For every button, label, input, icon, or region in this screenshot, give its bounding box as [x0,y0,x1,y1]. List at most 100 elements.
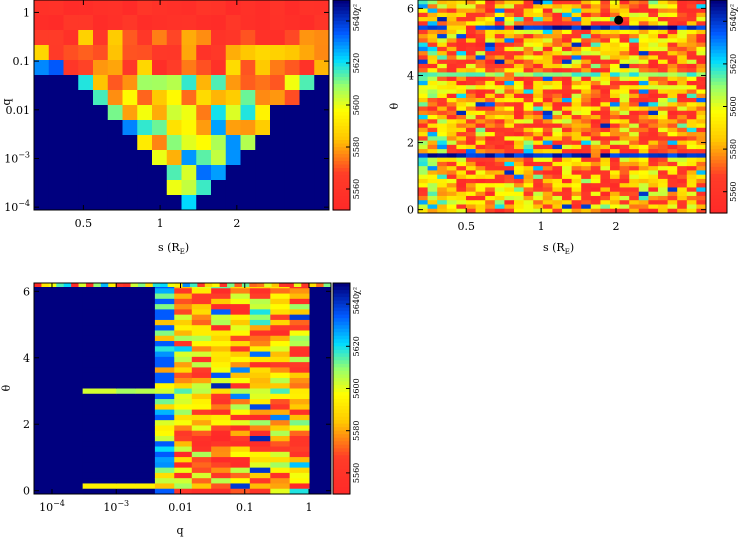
heatmap-cell [135,325,156,331]
heatmap-cell [82,362,117,368]
colorbar-swatch [710,63,727,69]
heatmap-cell [446,46,457,52]
heatmap-cell [552,51,563,56]
heatmap-cell [696,76,707,82]
heatmap-cell [116,288,137,295]
heatmap-cell [686,161,697,167]
heatmap-cell [211,90,227,106]
heatmap-cell [638,46,649,52]
heatmap-cell [504,85,515,90]
heatmap-cell [610,170,621,176]
heatmap-cell [485,102,496,107]
heatmap-cell [122,180,138,196]
heatmap-cell [658,17,669,22]
heatmap-cell [211,467,231,474]
heatmap-cell [135,377,156,384]
y-tick-label: 2 [407,137,414,150]
heatmap-cell [446,110,457,116]
heatmap-cell [571,123,582,129]
heatmap-cell [523,80,534,86]
colorbar-swatch [333,203,350,208]
heatmap-cell [174,335,193,342]
heatmap-cell [552,85,563,90]
colorbar-swatch [333,175,350,180]
heatmap-cell [137,30,153,46]
heatmap-cell [638,144,649,150]
heatmap-cell [485,149,496,154]
heatmap-cell [284,15,300,31]
heatmap-cell [562,51,573,56]
heatmap-cell [135,346,156,353]
heatmap-cell [137,60,153,76]
heatmap-cell [34,105,50,121]
heatmap-cell [533,8,544,14]
heatmap-cell [523,25,534,31]
heatmap-cell [130,283,139,287]
heatmap-cell [638,183,649,188]
heatmap-cell [619,140,630,146]
heatmap-cell [204,283,213,287]
heatmap-cell [667,110,678,116]
heatmap-cell [437,136,448,142]
colorbar-tick-label: 5580 [352,137,361,157]
heatmap-cell [494,170,505,176]
heatmap-cell [542,106,553,112]
heatmap-cell [571,76,582,82]
heatmap-cell [619,204,630,210]
heatmap-cell [446,25,457,31]
heatmap-cell [667,132,678,137]
heatmap-cell [485,127,496,133]
colorbar-swatch [333,189,350,194]
heatmap-cell [610,174,621,180]
heatmap-cell [619,136,630,142]
heatmap-cell [667,119,678,125]
heatmap-cell [494,34,505,39]
heatmap-cell [48,165,64,181]
heatmap-cell [581,76,592,82]
heatmap-cell [581,46,592,52]
heatmap-cell [571,29,582,35]
heatmap-cell [619,80,630,86]
colorbar-swatch [333,140,350,145]
heatmap-cell [610,4,621,10]
colorbar-tick-label: 5620 [352,53,361,73]
heatmap-cell [542,63,553,69]
heatmap-cell [456,29,467,35]
heatmap-cell [240,150,256,166]
heatmap-cell [284,120,300,136]
heatmap-cell [562,42,573,48]
heatmap-cell [437,140,448,146]
heatmap-cell [475,132,486,137]
heatmap-cell [446,89,457,95]
heatmap-cell [638,68,649,73]
heatmap-cell [116,409,137,416]
heatmap-cell [48,195,64,211]
heatmap-cell [270,325,291,331]
heatmap-cell [590,63,601,69]
heatmap-cell [475,34,486,39]
heatmap-cell [137,120,153,136]
heatmap-cell [82,446,117,453]
heatmap-cell [211,180,227,196]
colorbar-swatch [333,356,350,361]
heatmap-cell [600,85,611,90]
heatmap-cell [677,51,688,56]
heatmap-cell [181,0,197,16]
heatmap-cell [504,123,515,129]
heatmap-cell [533,183,544,188]
heatmap-cell [211,383,231,390]
heatmap-cell [196,90,212,106]
heatmap-cell [523,93,534,99]
heatmap-cell [211,399,231,405]
heatmap-cell [658,72,669,78]
heatmap-cell [135,483,156,490]
heatmap-cell [270,150,286,166]
heatmap-cell [289,414,310,421]
heatmap-cell [629,149,640,154]
heatmap-cell [648,144,659,150]
heatmap-cell [437,119,448,125]
heatmap-cell [437,149,448,154]
heatmap-cell [485,106,496,112]
colorbar-swatch [710,159,727,164]
